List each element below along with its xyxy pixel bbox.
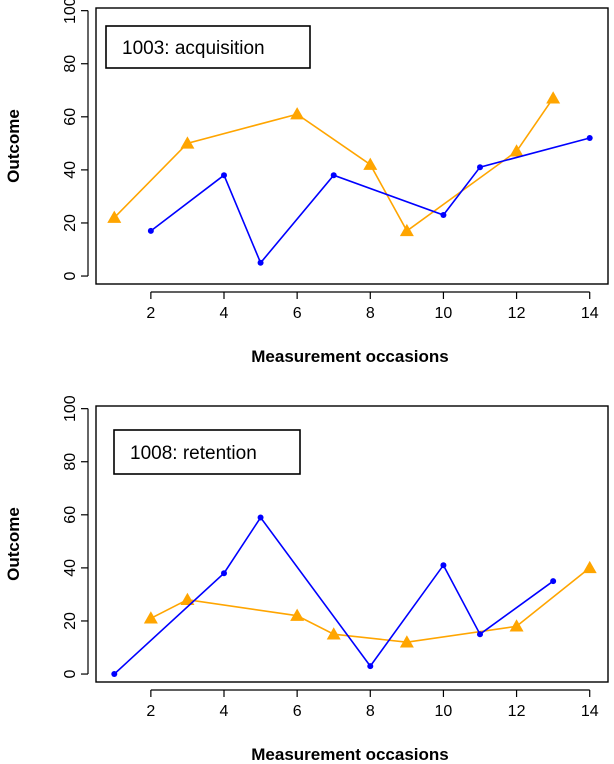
data-point-blue: [550, 578, 557, 585]
y-tick-label: 100: [62, 395, 79, 422]
y-tick-label: 40: [62, 161, 79, 179]
series-group: [107, 91, 593, 266]
x-tick-label: 4: [220, 703, 229, 720]
x-axis-title: Measurement occasions: [251, 745, 448, 764]
y-tick-label: 40: [62, 559, 79, 577]
data-point-blue: [257, 259, 264, 266]
y-tick-label: 0: [62, 271, 79, 280]
panel-label-box: [113, 429, 301, 475]
data-point-blue: [147, 227, 154, 234]
panel-label: 1008: retention: [130, 443, 257, 464]
x-tick-label: 12: [508, 305, 526, 322]
x-tick-label: 10: [435, 305, 453, 322]
x-axis: 2 4 6 8 10 12 14: [146, 291, 599, 322]
data-point-blue: [330, 172, 337, 179]
panel-label: 1003: acquisition: [122, 38, 265, 59]
chart-retention: 0 20 40 60 80 100 2 4 6 8 10 12 14 Outcome Measurem…: [4, 395, 609, 764]
x-tick-label: 14: [581, 305, 599, 322]
x-tick-label: 6: [293, 703, 302, 720]
plot-frame: [95, 405, 609, 683]
x-tick-label: 8: [366, 305, 375, 322]
y-axis: 0 20 40 60 80 100: [62, 0, 89, 280]
data-point-orange: [509, 144, 524, 157]
data-point-orange: [509, 619, 524, 632]
data-point-blue: [111, 671, 118, 678]
y-axis-title: Outcome: [4, 109, 23, 183]
data-point-blue: [440, 212, 447, 218]
data-point-blue: [440, 562, 447, 569]
y-axis-title: Outcome: [4, 507, 23, 581]
data-point-blue: [477, 631, 483, 638]
data-point-orange: [290, 107, 305, 120]
y-tick-label: 100: [62, 0, 79, 24]
data-point-orange: [180, 136, 195, 149]
y-tick-label: 60: [62, 506, 79, 524]
data-point-orange: [582, 560, 597, 574]
x-tick-label: 6: [293, 305, 302, 322]
data-point-orange: [107, 210, 122, 223]
x-axis-title: Measurement occasions: [251, 347, 448, 366]
data-point-orange: [143, 611, 158, 624]
data-point-orange: [326, 627, 341, 640]
data-point-blue: [477, 164, 483, 171]
x-tick-label: 8: [366, 703, 375, 720]
series-line-blue: [113, 516, 554, 675]
x-tick-label: 10: [435, 703, 453, 720]
data-point-blue: [257, 514, 264, 521]
x-tick-label: 12: [508, 703, 526, 720]
data-point-orange: [399, 635, 414, 648]
panel-label-box: [105, 25, 311, 69]
x-tick-label: 2: [146, 703, 155, 720]
data-point-orange: [290, 608, 305, 621]
y-tick-label: 20: [62, 214, 79, 232]
data-point-blue: [367, 663, 374, 670]
x-tick-label: 14: [581, 703, 599, 720]
y-tick-label: 80: [62, 453, 79, 471]
x-axis: 2 4 6 8 10 12 14: [146, 689, 599, 720]
data-point-orange: [180, 592, 195, 605]
data-point-blue: [221, 172, 227, 179]
y-tick-label: 0: [62, 669, 79, 678]
y-tick-label: 80: [62, 55, 79, 73]
data-point-orange: [399, 223, 414, 237]
y-axis: 0 20 40 60 80 100: [62, 395, 89, 678]
data-point-blue: [586, 135, 593, 142]
x-tick-label: 4: [220, 305, 229, 322]
y-tick-label: 60: [62, 108, 79, 126]
chart-acquisition: 0 20 40 60 80 100 2 4 6 8 10 12 14 Outcome Measurem…: [4, 0, 609, 366]
y-tick-label: 20: [62, 612, 79, 630]
data-point-blue: [221, 570, 227, 577]
plot-frame: [95, 7, 609, 285]
data-point-orange: [363, 157, 378, 170]
series-line-blue: [150, 137, 590, 265]
data-point-orange: [546, 91, 561, 104]
series-group: [111, 514, 597, 678]
x-tick-label: 2: [146, 305, 155, 322]
